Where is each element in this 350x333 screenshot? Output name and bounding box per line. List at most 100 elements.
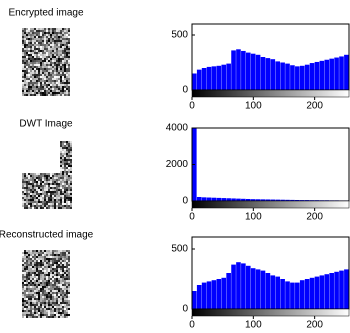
noise-pixel [38, 90, 40, 92]
noise-pixel [22, 254, 24, 256]
noise-pixel [34, 294, 36, 296]
noise-pixel [36, 80, 38, 82]
noise-pixel [26, 199, 28, 201]
noise-pixel [26, 56, 28, 58]
noise-pixel [32, 298, 34, 300]
noise-pixel [24, 64, 26, 66]
noise-pixel [54, 195, 56, 197]
noise-pixel [62, 266, 64, 268]
noise-pixel [26, 42, 28, 44]
noise-pixel [64, 262, 66, 264]
noise-pixel [66, 298, 68, 300]
noise-pixel [52, 284, 54, 286]
noise-pixel [22, 314, 24, 316]
noise-pixel [56, 300, 58, 302]
noise-pixel [24, 48, 26, 50]
noise-pixel [68, 276, 70, 278]
noise-pixel [32, 30, 34, 32]
noise-pixel [50, 60, 52, 62]
x-tick-label: 100 [245, 212, 262, 223]
noise-pixel [42, 284, 44, 286]
noise-pixel [58, 270, 60, 272]
noise-pixel [30, 280, 32, 282]
noise-pixel [60, 250, 62, 252]
noise-pixel [40, 56, 42, 58]
noise-pixel [50, 282, 52, 284]
noise-pixel [44, 197, 46, 199]
noise-pixel [56, 268, 58, 270]
noise-pixel [60, 159, 62, 161]
noise-pixel [62, 88, 64, 90]
noise-pixel [64, 252, 66, 254]
noise-pixel [42, 286, 44, 288]
noise-pixel [36, 30, 38, 32]
noise-pixel [54, 40, 56, 42]
noise-pixel [64, 161, 66, 163]
noise-pixel [34, 286, 36, 288]
noise-pixel [28, 88, 30, 90]
noise-pixel [70, 207, 72, 209]
noise-pixel [60, 82, 62, 84]
noise-pixel [44, 36, 46, 38]
noise-pixel [52, 183, 54, 185]
noise-pixel [30, 80, 32, 82]
noise-pixel [44, 54, 46, 56]
noise-pixel [36, 84, 38, 86]
noise-pixel [56, 74, 58, 76]
noise-pixel [64, 82, 66, 84]
noise-pixel [64, 171, 66, 173]
noise-pixel [62, 286, 64, 288]
noise-pixel [46, 183, 48, 185]
noise-pixel [64, 44, 66, 46]
noise-pixel [60, 151, 62, 153]
noise-pixel [34, 92, 36, 94]
noise-pixel [32, 36, 34, 38]
noise-pixel [54, 264, 56, 266]
noise-pixel [38, 28, 40, 30]
noise-pixel [42, 288, 44, 290]
noise-pixel [26, 272, 28, 274]
noise-pixel [50, 310, 52, 312]
noise-pixel [60, 169, 62, 171]
noise-pixel [24, 179, 26, 181]
noise-pixel [56, 201, 58, 203]
noise-pixel [50, 30, 52, 32]
noise-pixel [54, 260, 56, 262]
noise-pixel [34, 64, 36, 66]
noise-pixel [50, 92, 52, 94]
noise-pixel [46, 80, 48, 82]
noise-pixel [68, 314, 70, 316]
bar [344, 269, 349, 309]
noise-pixel [46, 264, 48, 266]
noise-pixel [58, 268, 60, 270]
noise-pixel [42, 36, 44, 38]
noise-pixel [28, 177, 30, 179]
noise-pixel [58, 288, 60, 290]
noise-pixel [68, 197, 70, 199]
noise-pixel [48, 272, 50, 274]
noise-pixel [66, 304, 68, 306]
noise-pixel [24, 260, 26, 262]
noise-pixel [50, 306, 52, 308]
noise-pixel [62, 312, 64, 314]
noise-pixel [32, 284, 34, 286]
bar [324, 274, 329, 309]
noise-pixel [56, 32, 58, 34]
noise-pixel [60, 306, 62, 308]
noise-pixel [60, 36, 62, 38]
noise-pixel [30, 268, 32, 270]
noise-pixel [56, 302, 58, 304]
noise-pixel [30, 82, 32, 84]
noise-pixel [24, 68, 26, 70]
noise-pixel [32, 62, 34, 64]
noise-pixel [42, 185, 44, 187]
noise-pixel [62, 28, 64, 30]
noise-pixel [44, 52, 46, 54]
bar [271, 59, 276, 90]
noise-pixel [22, 183, 24, 185]
noise-pixel [38, 308, 40, 310]
noise-pixel [32, 175, 34, 177]
noise-pixel [30, 294, 32, 296]
noise-pixel [58, 44, 60, 46]
noise-pixel [22, 62, 24, 64]
